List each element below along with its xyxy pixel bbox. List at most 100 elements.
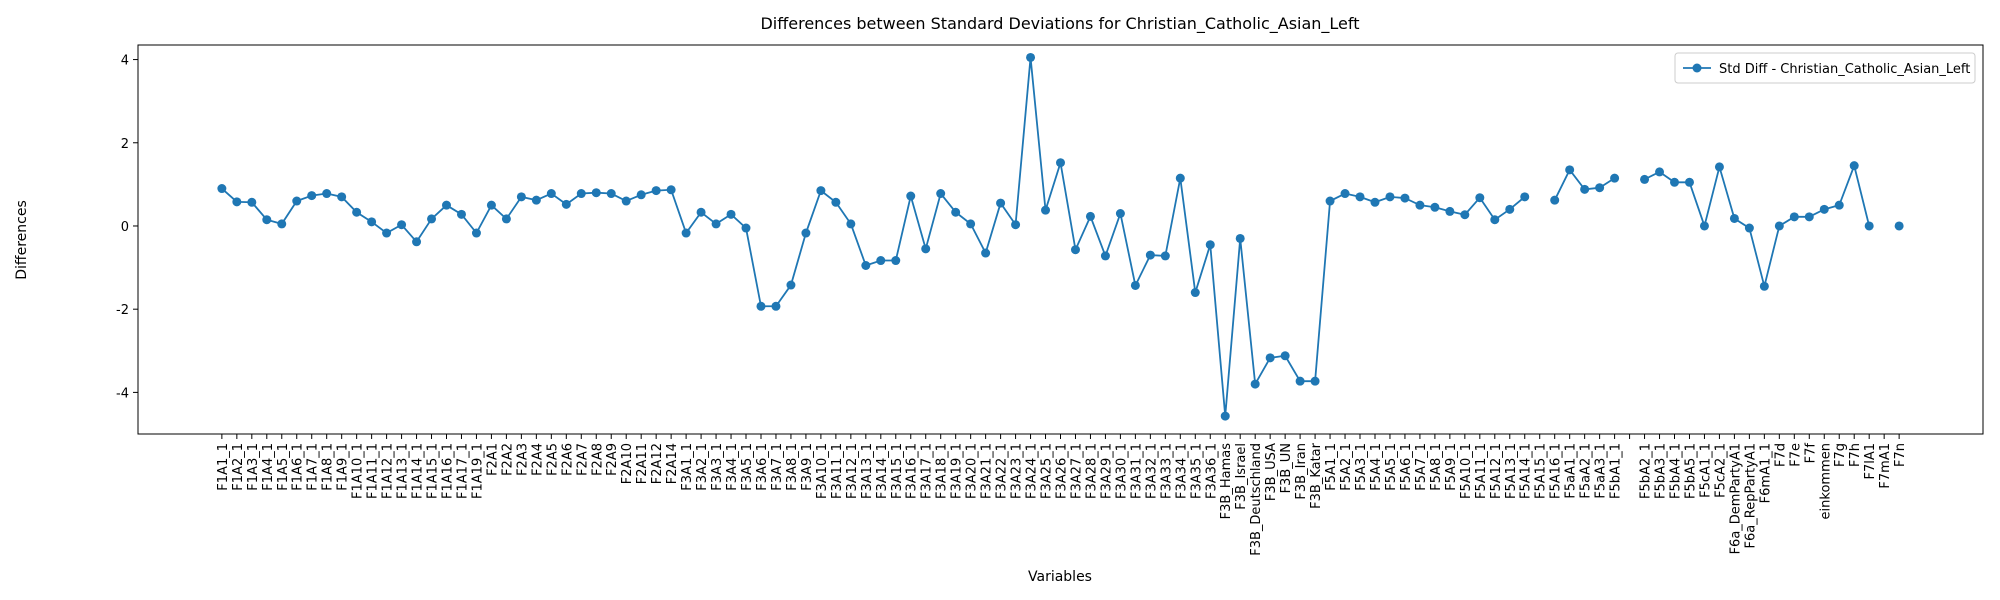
x-tick-label: F6mA1_1 <box>1758 443 1773 503</box>
marker <box>651 186 661 196</box>
marker <box>1774 221 1784 231</box>
x-tick-label: F2A12 <box>650 443 665 484</box>
x-tick-label: F1A4_1 <box>261 443 276 491</box>
x-tick-label: F5A14_1 <box>1519 443 1534 499</box>
x-tick-label: F3B_Israel <box>1234 443 1249 510</box>
marker <box>1370 197 1380 207</box>
x-tick-label: F3A3_1 <box>710 443 725 491</box>
marker <box>1355 192 1365 202</box>
marker <box>771 301 781 311</box>
x-tick-label: F1A2_1 <box>231 443 246 491</box>
x-tick-label: F2A7 <box>575 443 590 476</box>
marker <box>741 223 751 233</box>
marker <box>996 198 1006 208</box>
marker <box>412 237 422 247</box>
x-tick-label: F3A27_1 <box>1069 443 1084 499</box>
x-tick-label: F1A11_1 <box>366 443 381 499</box>
x-tick-label: F3A10_1 <box>815 443 830 499</box>
marker <box>636 190 646 200</box>
marker <box>1220 411 1230 421</box>
x-tick-label: F5A16_1 <box>1549 443 1564 499</box>
marker <box>1864 221 1874 231</box>
x-tick-label: F1A3_1 <box>246 443 261 491</box>
marker <box>382 228 392 238</box>
legend-label: Std Diff - Christian_Catholic_Asian_Left <box>1719 62 1970 77</box>
marker <box>966 219 976 229</box>
x-tick-label: F5cA1_1 <box>1698 443 1713 498</box>
x-tick-label: F2A4 <box>530 443 545 476</box>
marker <box>441 200 451 210</box>
marker <box>1655 167 1665 177</box>
marker <box>1670 177 1680 187</box>
marker <box>876 256 886 266</box>
marker <box>1070 245 1080 255</box>
marker <box>786 280 796 290</box>
x-tick-label: F3B_Deutschland <box>1249 443 1264 556</box>
x-tick-label: F7f <box>1803 443 1818 464</box>
x-tick-label: F2A14 <box>665 443 680 484</box>
x-tick-label: F5bA5_1 <box>1683 443 1698 499</box>
marker <box>1714 162 1724 172</box>
x-tick-label: F3A18_1 <box>935 443 950 499</box>
x-tick-label: F7mA1 <box>1878 443 1893 489</box>
x-tick-label: F3A22_1 <box>995 443 1010 499</box>
x-tick-label: F5aA1_1 <box>1564 443 1579 499</box>
x-tick-label: F3A33_1 <box>1159 443 1174 499</box>
marker <box>1834 200 1844 210</box>
x-tick-label: F3A29_1 <box>1099 443 1114 499</box>
marker <box>337 192 347 202</box>
x-tick-label: F5A11_1 <box>1474 443 1489 499</box>
marker <box>1580 184 1590 194</box>
x-tick-label: F5cA2_1 <box>1713 443 1728 498</box>
x-tick-label: F3A2_1 <box>695 443 710 491</box>
x-tick-label: F5bA1_1 <box>1609 443 1624 499</box>
marker <box>1310 376 1320 386</box>
marker <box>891 256 901 266</box>
marker <box>1160 251 1170 261</box>
x-tick-label: F5bA4_1 <box>1669 443 1684 499</box>
marker <box>951 207 961 217</box>
marker <box>1115 208 1125 218</box>
marker <box>681 228 691 238</box>
x-tick-label: F5A5_1 <box>1384 443 1399 491</box>
x-tick-label: F3B_Katar <box>1309 442 1324 508</box>
line <box>221 57 1526 417</box>
marker <box>516 192 526 202</box>
marker <box>262 215 272 225</box>
marker <box>1340 189 1350 199</box>
marker <box>1610 173 1620 183</box>
marker <box>277 219 287 229</box>
marker <box>471 228 481 238</box>
x-tick-label: einkommen <box>1818 443 1833 519</box>
x-tick-label: F1A16_1 <box>440 443 455 499</box>
x-tick-label: F3A28_1 <box>1084 443 1099 499</box>
marker <box>367 217 377 227</box>
marker <box>1849 161 1859 171</box>
plot-frame <box>137 44 1984 435</box>
x-tick-label: F7h <box>1848 443 1863 467</box>
marker <box>1445 206 1455 216</box>
marker <box>1011 220 1021 230</box>
marker <box>861 261 871 271</box>
x-tick-label: F6a_RepPartyA1 <box>1743 443 1758 548</box>
x-tick-label: F1A7_1 <box>306 443 321 491</box>
marker <box>1520 192 1530 202</box>
x-tick-label: F3A1_1 <box>680 443 695 491</box>
marker <box>352 207 362 217</box>
line <box>1644 162 1871 287</box>
x-tick-label: F3A15_1 <box>890 443 905 499</box>
x-axis-label: Variables <box>1028 569 1092 585</box>
marker <box>1729 213 1739 223</box>
x-tick-label: F3B_UN <box>1279 443 1294 493</box>
x-tick-label: F2A8 <box>590 443 605 476</box>
x-tick-label: F3A30_1 <box>1114 443 1129 499</box>
marker <box>1085 211 1095 221</box>
marker <box>546 189 556 199</box>
marker <box>576 189 586 199</box>
x-tick-label: F3B_Iran <box>1294 443 1309 500</box>
x-tick-label: F5bA3_1 <box>1654 443 1669 499</box>
x-tick-label: F3A35_1 <box>1189 443 1204 499</box>
marker <box>1385 192 1395 202</box>
x-tick-label: F3A9_1 <box>800 443 815 491</box>
